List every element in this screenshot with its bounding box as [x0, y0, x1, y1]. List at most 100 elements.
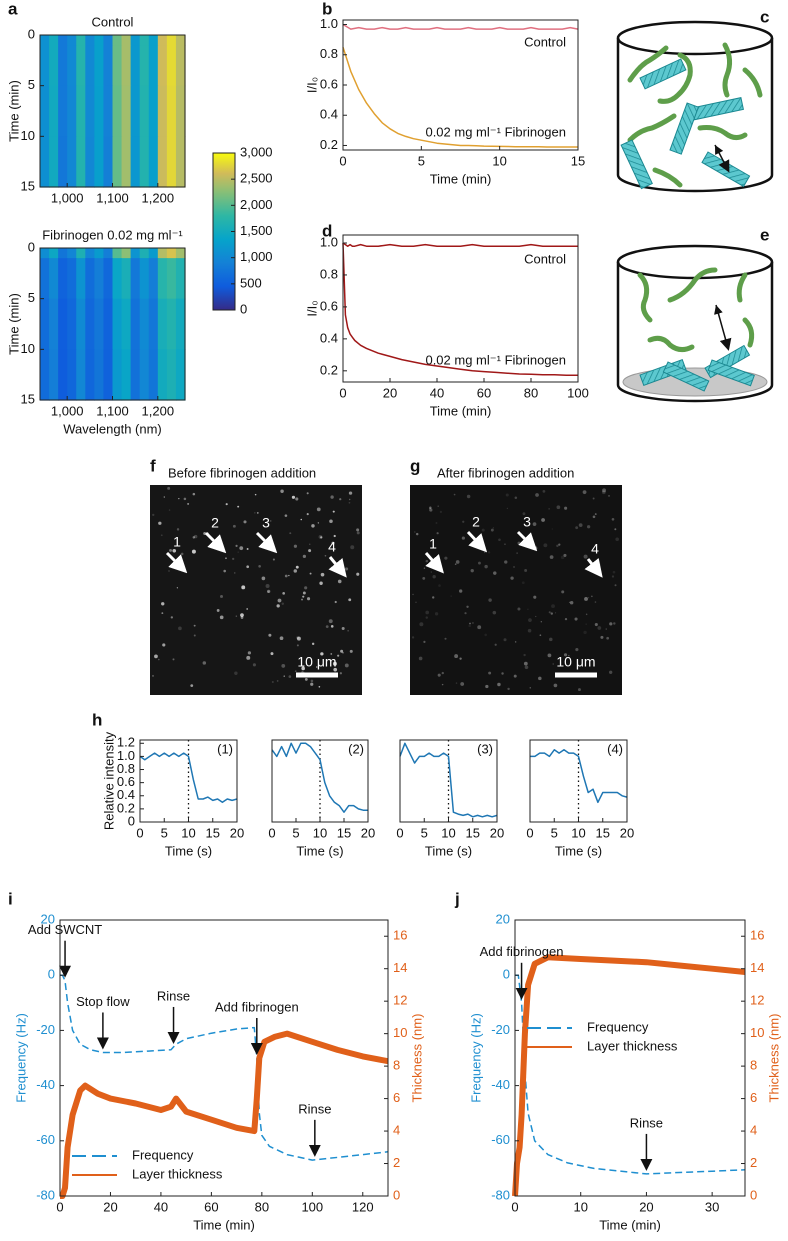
y2-tick-label: 10 [393, 1025, 407, 1040]
y-tick-label: -20 [36, 1022, 55, 1037]
speck [594, 513, 597, 515]
speck [504, 543, 506, 546]
speck [419, 622, 424, 627]
speck [271, 680, 274, 684]
speck [329, 519, 333, 524]
speck [598, 563, 601, 566]
heat-cell [157, 248, 168, 259]
speck [430, 571, 433, 573]
speck [592, 515, 596, 519]
speck [541, 518, 545, 522]
speck [193, 634, 196, 637]
speck [560, 555, 565, 560]
x-tick-label: 15 [206, 825, 220, 840]
marker-label: 2 [211, 515, 219, 531]
x-axis-title: Time (min) [430, 403, 492, 418]
speck [514, 641, 517, 643]
heat-cell [166, 136, 177, 188]
heat-cell [175, 45, 186, 87]
annotation: Stop flow [76, 994, 130, 1009]
speck [462, 520, 465, 523]
y-axis-title: I/I₀ [304, 300, 319, 316]
heat-cell [58, 298, 68, 350]
speck [459, 589, 463, 593]
y-tick-label: -80 [491, 1187, 510, 1202]
speck [594, 622, 598, 627]
x-tick-label: 5 [418, 153, 425, 168]
heat-cell [40, 85, 50, 137]
scale-bar-label: 10 μm [297, 654, 336, 670]
annotation: Add fibrinogen [215, 999, 299, 1014]
heat-cell [175, 85, 186, 137]
speck [339, 672, 342, 675]
x-tick-label: 0 [268, 825, 275, 840]
x-tick-label: 1,000 [51, 403, 84, 418]
speck [330, 653, 333, 655]
heat-cell [58, 349, 68, 401]
y-tick-label: 0.8 [117, 761, 135, 776]
x-tick-label: 15 [596, 825, 610, 840]
speck [563, 553, 567, 557]
heat-cell [103, 45, 114, 87]
speck [561, 590, 565, 594]
x-axis-title: Time (s) [425, 843, 472, 858]
x-tick-label: 1,200 [142, 190, 175, 205]
speck [514, 496, 518, 499]
annotation: Add fibrinogen [480, 944, 564, 959]
y2-tick-label: 6 [750, 1090, 757, 1105]
heat-cell [76, 248, 86, 259]
heat-cell [40, 136, 50, 188]
speckles [152, 486, 619, 692]
x-tick-label: 20 [103, 1199, 117, 1214]
x-axis-title: Time (s) [555, 843, 602, 858]
x-tick-label: 15 [571, 153, 585, 168]
heat-cell [103, 298, 114, 350]
marker-label: 2 [472, 514, 480, 530]
speck [425, 616, 428, 619]
speck [328, 619, 333, 624]
speck [172, 658, 175, 661]
speck [429, 508, 433, 512]
heat-cell [121, 248, 132, 259]
speck [432, 596, 435, 599]
y-tick-label: 15 [21, 178, 35, 193]
panel-label: e [760, 225, 769, 244]
y-tick-label: 10 [21, 341, 35, 356]
heat-cell [166, 349, 177, 401]
speck [527, 608, 529, 610]
y-axis-title: Frequency (Hz) [468, 1013, 483, 1103]
speck [270, 652, 274, 656]
x-axis-title: Time (s) [165, 843, 212, 858]
speck [261, 576, 266, 581]
speck [306, 597, 311, 601]
speck [356, 572, 360, 576]
heat-cell [130, 258, 141, 300]
speck [613, 622, 616, 625]
x-tick-label: 5 [421, 825, 428, 840]
speck [533, 595, 537, 599]
speck [190, 684, 194, 688]
speck [277, 598, 282, 603]
speck [583, 630, 587, 635]
speck [517, 607, 521, 611]
micrograph [150, 485, 362, 695]
speck [319, 581, 323, 585]
heat-cell [76, 35, 86, 46]
heat-cell [175, 349, 186, 401]
panel-label: c [760, 7, 769, 26]
heat-cell [85, 45, 95, 87]
data-line [271, 742, 368, 813]
speck [344, 567, 349, 571]
data-line [59, 1030, 389, 1199]
speck [167, 486, 171, 490]
x-tick-label: 0 [339, 385, 346, 400]
speck [435, 522, 438, 524]
speck [535, 493, 539, 497]
heat-cell [85, 258, 95, 300]
heat-cell [139, 85, 150, 137]
data-line [139, 752, 238, 804]
speck [246, 548, 249, 550]
speck [304, 586, 308, 590]
heat-cell [76, 45, 86, 87]
speck [591, 595, 593, 598]
